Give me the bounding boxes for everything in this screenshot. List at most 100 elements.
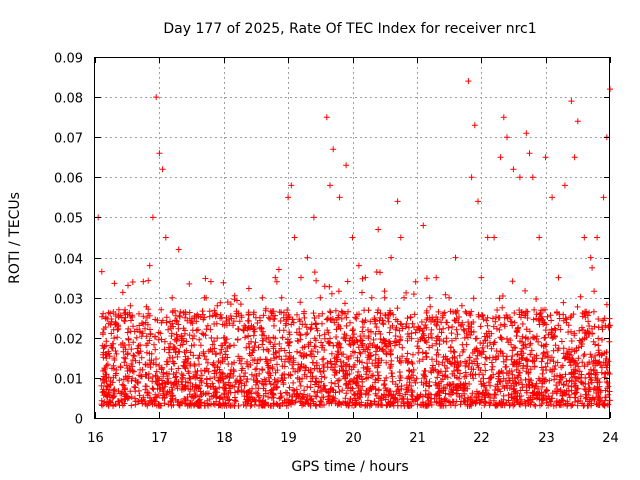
roti-point xyxy=(529,174,536,181)
roti-point xyxy=(281,358,288,365)
roti-point xyxy=(600,194,607,201)
roti-point xyxy=(384,386,391,393)
y-axis-label: ROTI / TECUs xyxy=(7,192,23,284)
x-tick-label: 18 xyxy=(216,431,233,446)
x-tick-label: 19 xyxy=(280,431,297,446)
roti-point xyxy=(288,182,295,189)
roti-point xyxy=(178,386,185,393)
y-tick-label: 0.07 xyxy=(54,132,83,147)
roti-point xyxy=(471,122,478,129)
roti-point xyxy=(500,358,507,365)
roti-point xyxy=(240,326,247,333)
roti-point xyxy=(153,94,160,101)
roti-point xyxy=(581,234,588,241)
roti-point xyxy=(468,174,475,181)
roti-point xyxy=(436,382,443,389)
roti-point xyxy=(542,154,549,161)
y-tick-label: 0.02 xyxy=(54,333,83,348)
roti-point xyxy=(536,234,543,241)
roti-point xyxy=(252,314,259,321)
y-tick-label: 0.08 xyxy=(54,92,83,107)
roti-point xyxy=(169,294,176,301)
roti-point xyxy=(343,162,350,169)
roti-point xyxy=(278,294,285,301)
roti-point xyxy=(204,382,211,389)
roti-point xyxy=(146,262,153,269)
roti-point xyxy=(433,274,440,281)
x-tick-label: 21 xyxy=(409,431,426,446)
roti-point xyxy=(330,146,337,153)
roti-point xyxy=(526,378,533,385)
roti-point xyxy=(310,214,317,221)
roti-point xyxy=(124,374,131,381)
roti-point xyxy=(574,118,581,125)
roti-point xyxy=(513,366,520,373)
roti-point xyxy=(355,262,362,269)
roti-point xyxy=(410,366,417,373)
chart-title: Day 177 of 2025, Rate Of TEC Index for r… xyxy=(163,21,536,37)
roti-point xyxy=(552,362,559,369)
y-tick-label: 0.09 xyxy=(54,52,83,67)
y-tick-label: 0.04 xyxy=(54,253,83,268)
y-tick-labels: 0 0.01 0.02 0.03 0.04 0.05 0.06 0.07 0.08 0.09 xyxy=(54,52,83,428)
roti-point xyxy=(375,226,382,233)
roti-point xyxy=(269,386,275,393)
roti-point xyxy=(526,150,533,157)
roti-point xyxy=(182,314,189,321)
x-tick-labels: 16 17 18 19 20 21 22 23 24 xyxy=(87,431,619,446)
roti-point xyxy=(153,378,160,385)
roti-point xyxy=(549,194,556,201)
roti-point xyxy=(298,274,304,281)
roti-point xyxy=(333,354,340,361)
roti-point xyxy=(452,254,459,261)
x-axis-label: GPS time / hours xyxy=(291,459,408,475)
roti-point xyxy=(320,382,327,389)
roti-point xyxy=(594,234,601,241)
roti-point xyxy=(149,214,156,221)
roti-point xyxy=(603,378,610,385)
roti-point xyxy=(256,370,263,377)
roti-point xyxy=(487,374,494,381)
roti-point xyxy=(446,294,453,301)
roti-point xyxy=(497,154,504,161)
roti-point xyxy=(140,278,147,285)
roti-point xyxy=(539,370,546,377)
roti-point xyxy=(349,234,356,241)
roti-point xyxy=(166,370,172,377)
roti-point xyxy=(587,254,594,261)
y-tick-label: 0.03 xyxy=(54,293,83,308)
roti-point xyxy=(388,254,395,261)
roti-point xyxy=(500,114,507,121)
roti-point xyxy=(516,174,523,181)
roti-point xyxy=(420,222,427,229)
roti-point xyxy=(346,370,353,377)
roti-point xyxy=(133,334,140,341)
roti-point xyxy=(413,326,420,333)
roti-point xyxy=(401,294,407,301)
roti-point xyxy=(175,246,182,253)
roti-point xyxy=(156,150,163,157)
roti-point xyxy=(565,382,572,389)
roti-point xyxy=(475,198,481,205)
roti-point xyxy=(214,302,221,309)
roti-point xyxy=(394,198,401,205)
roti-point xyxy=(188,342,195,349)
roti-point xyxy=(294,374,301,381)
roti-point xyxy=(462,362,469,369)
roti-point xyxy=(568,98,575,105)
roti-point xyxy=(162,234,169,241)
roti-point xyxy=(195,326,201,333)
roti-point xyxy=(523,130,530,137)
roti-point xyxy=(127,302,134,309)
roti-point xyxy=(510,166,517,173)
y-tick-label: 0.05 xyxy=(54,212,83,227)
roti-point xyxy=(397,234,404,241)
roti-point xyxy=(407,314,414,321)
roti-point xyxy=(362,274,369,281)
roti-point xyxy=(246,350,253,357)
roti-point xyxy=(484,234,491,241)
roti-point xyxy=(159,166,166,173)
roti-point xyxy=(307,366,314,373)
scatter-cloud xyxy=(98,264,613,409)
roti-point xyxy=(272,274,279,281)
